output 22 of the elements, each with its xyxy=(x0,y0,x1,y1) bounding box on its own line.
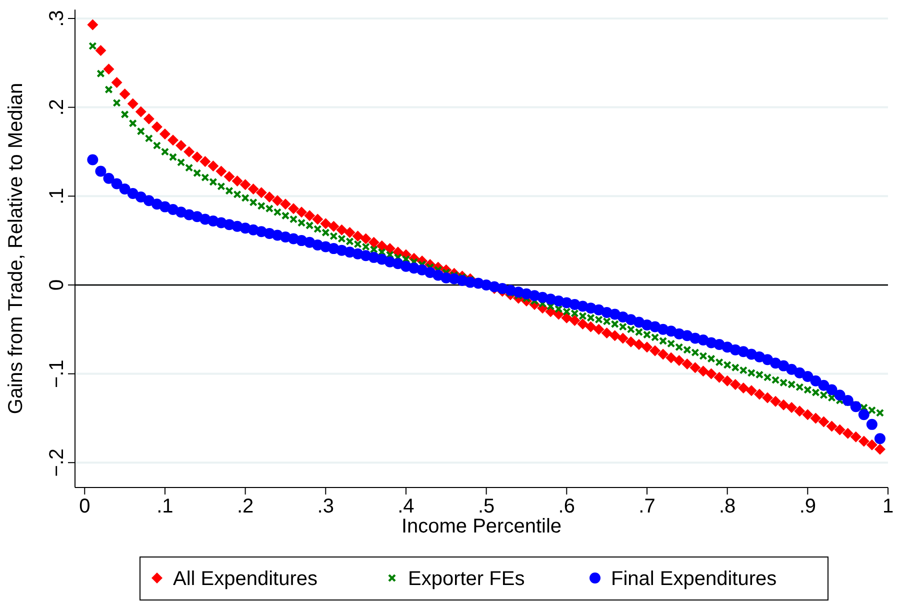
x-tick-label: .7 xyxy=(638,496,656,518)
y-tick-label: .3 xyxy=(46,10,68,27)
legend-label: Final Expenditures xyxy=(611,568,777,590)
x-tick-label: .8 xyxy=(718,496,736,518)
x-axis-title: Income Percentile xyxy=(401,516,562,538)
y-tick-label: 0 xyxy=(46,279,68,291)
y-tick-label: .2 xyxy=(46,98,68,116)
x-tick-label: .4 xyxy=(398,496,414,518)
y-tick-label: −.1 xyxy=(46,360,68,388)
x-tick-label: 0 xyxy=(79,496,90,518)
x-tick-label: .2 xyxy=(236,496,254,518)
x-tick-label: .1 xyxy=(156,496,174,518)
y-axis-title: Gains from Trade, Relative to Median xyxy=(5,82,27,414)
x-tick-label: 1 xyxy=(882,496,894,518)
x-tick-label: .6 xyxy=(558,496,575,518)
legend-label: All Expenditures xyxy=(173,568,318,590)
legend-label: Exporter FEs xyxy=(408,568,525,590)
x-tick-label: .3 xyxy=(317,496,334,518)
x-tick-label: .9 xyxy=(799,496,816,518)
x-tick-label: .5 xyxy=(478,496,495,518)
y-tick-label: .1 xyxy=(46,188,68,204)
y-tick-label: −.2 xyxy=(46,448,68,477)
